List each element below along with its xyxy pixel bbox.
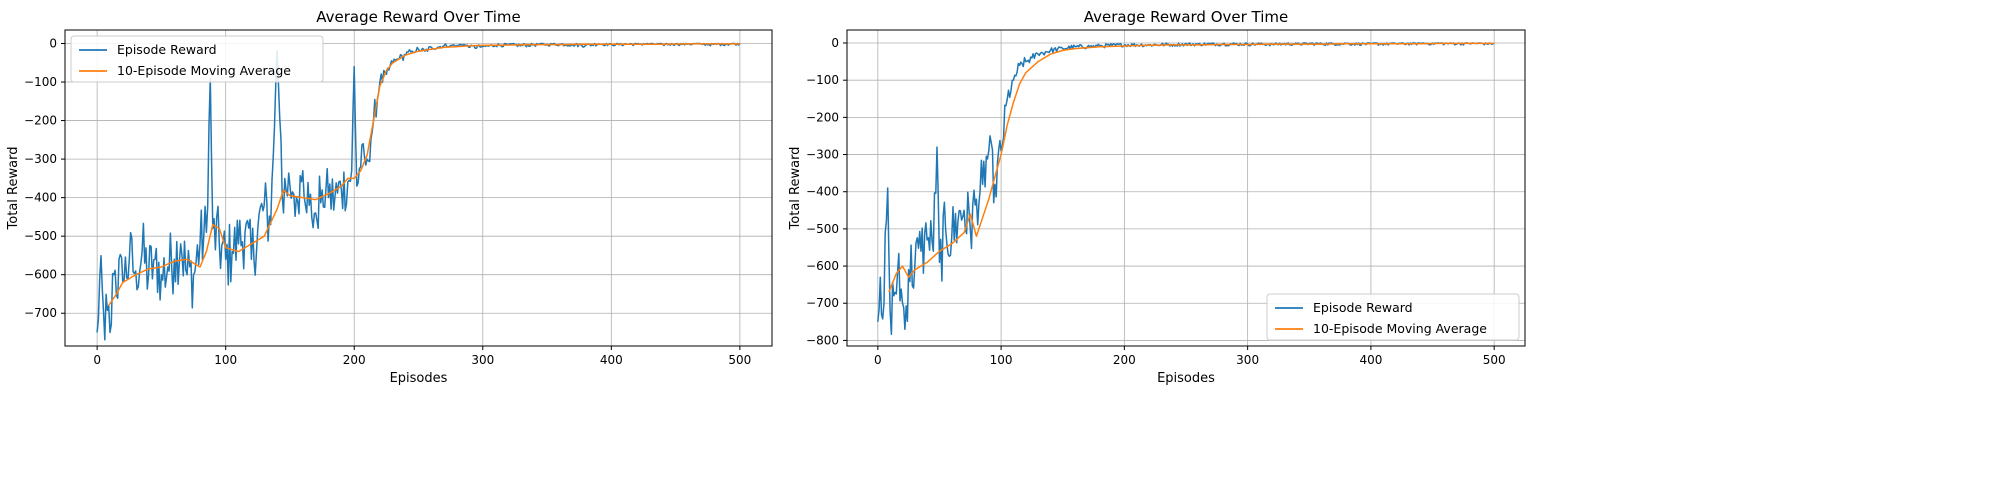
y-axis-label: Total Reward [788,147,803,231]
x-tick-label: 400 [1359,353,1382,367]
y-tick-label: 0 [49,36,57,50]
x-tick-label: 200 [1113,353,1136,367]
x-tick-label: 300 [471,353,494,367]
chart-title: Average Reward Over Time [316,8,521,26]
plot-frame [64,29,773,347]
x-tick-label: 300 [1236,353,1259,367]
series-line-episode-reward [96,42,741,341]
chart-title: Average Reward Over Time [1084,8,1289,26]
x-tick-label: 200 [343,353,366,367]
y-tick-label: −500 [806,222,839,236]
y-tick-label: −100 [806,73,839,87]
legend-box [70,35,324,83]
series-line-episode-reward [877,42,1495,336]
y-tick-label: −300 [806,148,839,162]
y-tick-label: −600 [806,259,839,273]
y-tick-label: −200 [24,114,57,128]
legend-label: 10-Episode Moving Average [117,63,291,78]
series-line-moving-average [888,42,1495,293]
y-tick-label: −500 [24,229,57,243]
y-tick-label: −800 [806,333,839,347]
legend: Episode Reward 10-Episode Moving Average [70,35,324,83]
y-tick-label: −400 [24,191,57,205]
y-tick-label: −400 [806,185,839,199]
x-tick-label: 100 [214,353,237,367]
y-tick-label: −600 [24,268,57,282]
series-line-moving-average [108,43,740,306]
y-tick-label: −100 [24,75,57,89]
y-tick-label: −200 [806,110,839,124]
x-tick-label: 400 [600,353,623,367]
chart-panel-2: 0 100 200 300 400 500 0 −100 −200 −300 −400 −500 −60… [788,8,1526,386]
y-tick-label: −300 [24,152,57,166]
x-tick-label: 500 [728,353,751,367]
legend: Episode Reward 10-Episode Moving Average [1266,293,1520,341]
legend-label: Episode Reward [1313,300,1413,315]
plot-frame [846,29,1526,347]
y-tick-label: 0 [831,36,839,50]
y-tick-label: −700 [24,306,57,320]
legend-box [1266,293,1520,341]
x-tick-label: 0 [93,353,101,367]
x-axis-label: Episodes [1157,371,1215,386]
x-tick-label: 0 [874,353,882,367]
x-axis-label: Episodes [390,371,448,386]
chart-panel-1: 0 100 200 300 400 500 0 −100 −200 −300 −400 −500 −60… [6,8,773,386]
legend-label: Episode Reward [117,42,217,57]
y-axis-label: Total Reward [6,147,21,231]
grid [65,30,772,346]
legend-label: 10-Episode Moving Average [1313,321,1487,336]
y-tick-label: −700 [806,296,839,310]
x-tick-label: 500 [1483,353,1506,367]
x-tick-label: 100 [990,353,1013,367]
